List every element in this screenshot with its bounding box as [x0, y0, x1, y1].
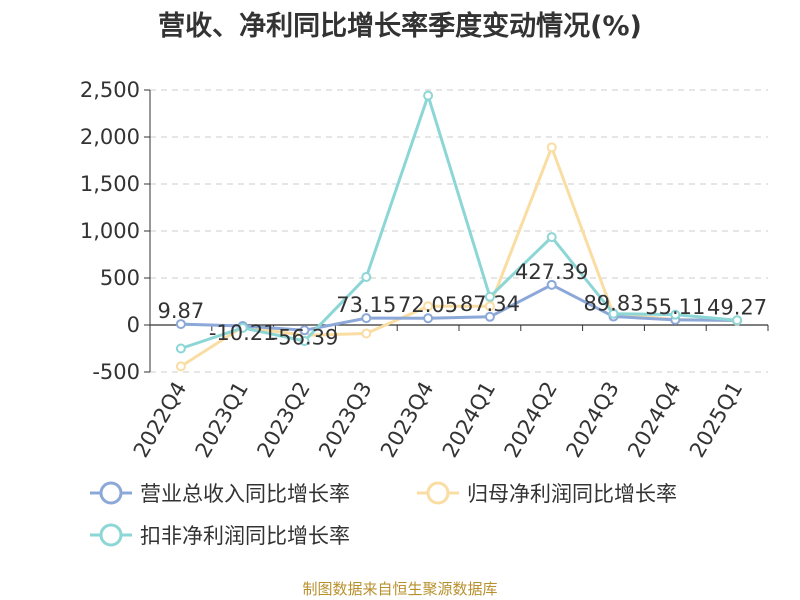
legend-label-deducted-net-profit: 扣非净利润同比增长率	[140, 524, 350, 548]
legend-line-circle-icon	[417, 481, 459, 505]
y-tick-label: 0	[127, 313, 140, 337]
data-point	[423, 90, 434, 101]
x-tick-label: 2024Q3	[561, 378, 623, 462]
legend-item-revenue[interactable]: 营业总收入同比增长率	[88, 478, 350, 508]
data-label: -56.39	[271, 325, 339, 349]
data-point	[175, 361, 186, 372]
data-point	[237, 322, 248, 333]
data-label: 87.34	[460, 292, 520, 316]
data-point	[546, 142, 557, 153]
data-point	[484, 301, 495, 312]
data-label: 49.27	[707, 295, 767, 319]
data-point	[608, 308, 619, 319]
data-point	[175, 343, 186, 354]
series-lines	[175, 90, 743, 372]
data-point	[670, 309, 681, 320]
legend-circle	[99, 523, 123, 547]
data-labels: 9.87-10.21-56.39 73.15 72.05 87.34 427.39 89.…	[158, 260, 768, 349]
chart-title: 营收、净利同比增长率季度变动情况(%)	[158, 11, 642, 42]
data-point	[546, 232, 557, 243]
data-label: 89.83	[583, 292, 643, 316]
data-label: 73.15	[336, 293, 396, 317]
axes: -500 0 500 1,000 1,500 2,000 2,500 2022Q4 2023Q1…	[80, 78, 769, 462]
y-tick-label: 500	[100, 266, 140, 290]
data-point	[361, 313, 372, 324]
data-point	[423, 301, 434, 312]
data-point	[361, 272, 372, 283]
x-tick-label: 2023Q3	[314, 378, 376, 462]
x-tick-label: 2023Q1	[191, 378, 253, 462]
x-tick-label: 2022Q4	[129, 378, 191, 462]
deducted-net-profit-growth-line	[180, 94, 738, 350]
x-tick-label: 2024Q4	[623, 378, 685, 462]
data-label: 9.87	[158, 299, 205, 323]
data-label: -10.21	[209, 321, 277, 345]
y-tick-label: 2,500	[80, 78, 140, 102]
x-tick-label: 2023Q2	[252, 378, 314, 462]
x-tick-label: 2024Q2	[500, 378, 562, 462]
y-tick-label: 1,500	[80, 172, 140, 196]
source-note: 制图数据来自恒生聚源数据库	[302, 580, 498, 598]
data-point	[732, 315, 743, 326]
legend-circle	[99, 481, 123, 505]
data-point	[299, 325, 310, 336]
y-tick-label: 2,000	[80, 125, 140, 149]
legend-circle	[426, 481, 450, 505]
x-tick-label: 2023Q4	[376, 377, 438, 461]
data-point	[423, 313, 434, 324]
gridlines	[144, 89, 768, 373]
data-point	[484, 311, 495, 322]
revenue-growth-line	[180, 283, 738, 332]
legend-label-net-profit: 归母净利润同比增长率	[467, 482, 677, 506]
legend-item-net-profit[interactable]: 归母净利润同比增长率	[415, 478, 677, 508]
y-tick-label: 1,000	[80, 219, 140, 243]
x-tick-label: 2025Q1	[685, 378, 747, 462]
legend-label-revenue: 营业总收入同比增长率	[140, 482, 350, 506]
y-tick-label: -500	[92, 360, 140, 384]
legend-line-circle-icon	[90, 481, 132, 505]
data-label: 55.11	[645, 295, 705, 319]
data-point	[175, 319, 186, 330]
legend-line-circle-icon	[90, 523, 132, 547]
data-point	[299, 335, 310, 346]
data-point	[546, 279, 557, 290]
data-label: 427.39	[515, 260, 588, 284]
x-tick-label: 2024Q1	[438, 378, 500, 462]
data-point	[484, 291, 495, 302]
legend-item-deducted-net-profit[interactable]: 扣非净利润同比增长率	[88, 520, 350, 550]
data-point	[361, 328, 372, 339]
data-label: 72.05	[398, 293, 458, 317]
